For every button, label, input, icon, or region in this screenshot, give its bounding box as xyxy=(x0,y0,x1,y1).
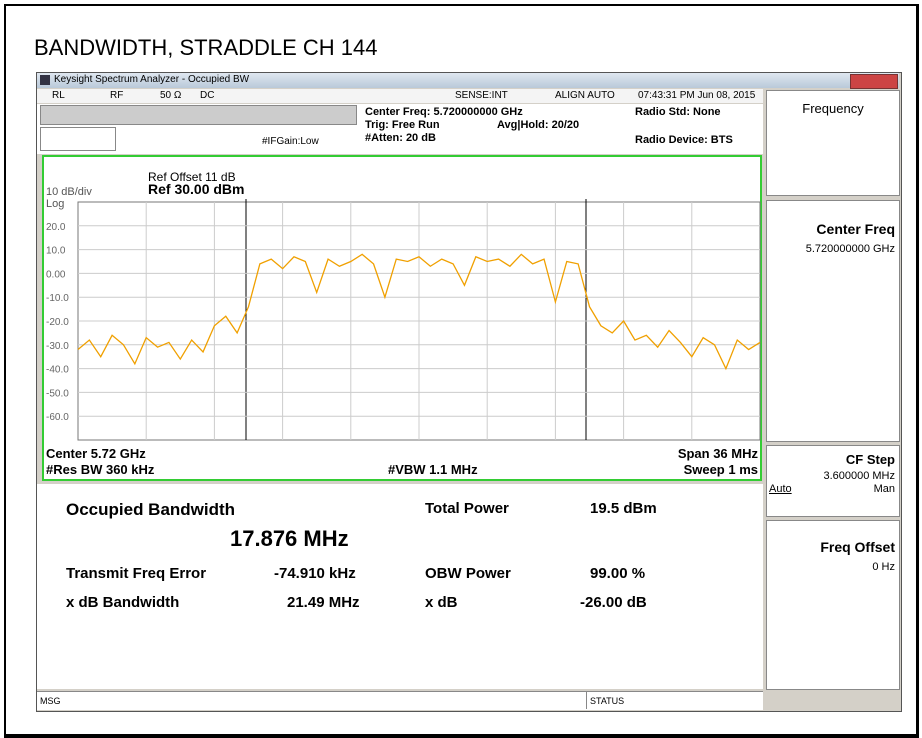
softkey-option: Man xyxy=(873,483,895,495)
status: 07:43:31 PM Jun 08, 2015 xyxy=(638,90,756,101)
graph: 20.0 10.0 0.00 -10.0 -20.0 -30.0 -40.0 -50.0 -60… xyxy=(42,155,762,481)
status: DC xyxy=(200,90,215,101)
y-tick-label: 10.0 xyxy=(46,246,66,257)
softkey-label: CF Step xyxy=(845,452,895,467)
result-value: -26.00 dB xyxy=(580,594,647,611)
status: RF xyxy=(110,90,124,101)
setting: #IFGain:Low xyxy=(262,136,319,147)
result-value: 99.00 % xyxy=(590,565,646,582)
setting: Center Freq: 5.720000000 GHz xyxy=(365,106,523,118)
softkey[interactable]: Freq Offset 0 Hz xyxy=(766,520,900,690)
frame xyxy=(4,4,919,738)
softkey-option: Auto xyxy=(769,483,792,495)
setting: Trig: Free Run xyxy=(365,119,440,131)
result-value: -74.910 kHz xyxy=(274,565,356,582)
sweep: Sweep 1 ms xyxy=(683,462,758,477)
result-label: Occupied Bandwidth xyxy=(66,500,236,519)
window-title: Keysight Spectrum Analyzer - Occupied BW xyxy=(54,74,250,85)
softkey-value: 5.720000000 GHz xyxy=(805,243,895,255)
result-label: x dB xyxy=(425,594,458,611)
y-tick-label: -60.0 xyxy=(46,412,69,423)
y-tick-label: -10.0 xyxy=(46,293,69,304)
result-value: 19.5 dBm xyxy=(590,500,657,517)
vbw: #VBW 1.1 MHz xyxy=(388,462,478,477)
softkey[interactable]: Center Freq 5.720000000 GHz xyxy=(766,200,900,442)
menu-title: Frequency xyxy=(802,101,864,116)
status: SENSE:INT xyxy=(455,90,508,101)
result-label: OBW Power xyxy=(425,565,511,582)
result-label: Total Power xyxy=(425,500,509,517)
status: ALIGN AUTO xyxy=(555,90,615,101)
setting: #Atten: 20 dB xyxy=(365,132,436,144)
softkey[interactable]: CF Step 3.600000 MHz Auto Man xyxy=(766,445,900,517)
title-bar xyxy=(37,73,899,88)
window-buttons[interactable] xyxy=(850,74,898,89)
center: Center 5.72 GHz xyxy=(46,446,146,461)
softkey-menu: Frequency xyxy=(766,90,900,196)
y-tick-label: -40.0 xyxy=(46,365,69,376)
y-tick-label: 20.0 xyxy=(46,222,66,233)
input-box xyxy=(40,127,116,151)
ref-offset: Ref Offset 11 dB xyxy=(148,170,236,184)
softkey-label: Freq Offset xyxy=(820,539,895,555)
softkey-value: 0 Hz xyxy=(872,561,895,573)
page-title: BANDWIDTH, STRADDLE CH 144 xyxy=(34,35,378,60)
app-icon xyxy=(40,75,50,85)
input-box xyxy=(40,105,357,125)
plot: 20.0 10.0 0.00 -10.0 -20.0 -30.0 -40.0 -50.0 -60… xyxy=(46,202,761,440)
results-panel xyxy=(37,484,763,689)
softkey-value: 3.600000 MHz xyxy=(823,470,895,482)
setting: Radio Device: BTS xyxy=(635,134,733,146)
span: Span 36 MHz xyxy=(677,446,758,461)
result-label: Transmit Freq Error xyxy=(66,565,207,582)
status-row xyxy=(37,89,763,103)
result-value: 17.876 MHz xyxy=(230,526,349,551)
status: RL xyxy=(52,90,65,101)
status: 50 Ω xyxy=(160,90,182,101)
res-bw: #Res BW 360 kHz xyxy=(46,462,155,477)
setting: Avg|Hold: 20/20 xyxy=(497,119,580,131)
result-label: x dB Bandwidth xyxy=(66,594,180,611)
divider xyxy=(586,691,587,709)
setting: Radio Std: None xyxy=(635,106,721,118)
trace xyxy=(77,253,761,371)
softkey-label: Center Freq xyxy=(816,221,895,237)
scale: 10 dB/div xyxy=(46,186,92,198)
footer-status: STATUS xyxy=(590,696,625,706)
graph-border xyxy=(42,155,762,481)
result-value: 21.49 MHz xyxy=(287,594,360,611)
footer xyxy=(37,691,763,710)
y-tick-label: -30.0 xyxy=(46,341,69,352)
footer-msg: MSG xyxy=(40,696,61,706)
y-tick-label: -20.0 xyxy=(46,317,69,328)
log: Log xyxy=(46,198,65,210)
y-tick-label: 0.00 xyxy=(46,269,66,280)
y-tick-label: -50.0 xyxy=(46,388,69,399)
ref-level: Ref 30.00 dBm xyxy=(148,181,245,197)
